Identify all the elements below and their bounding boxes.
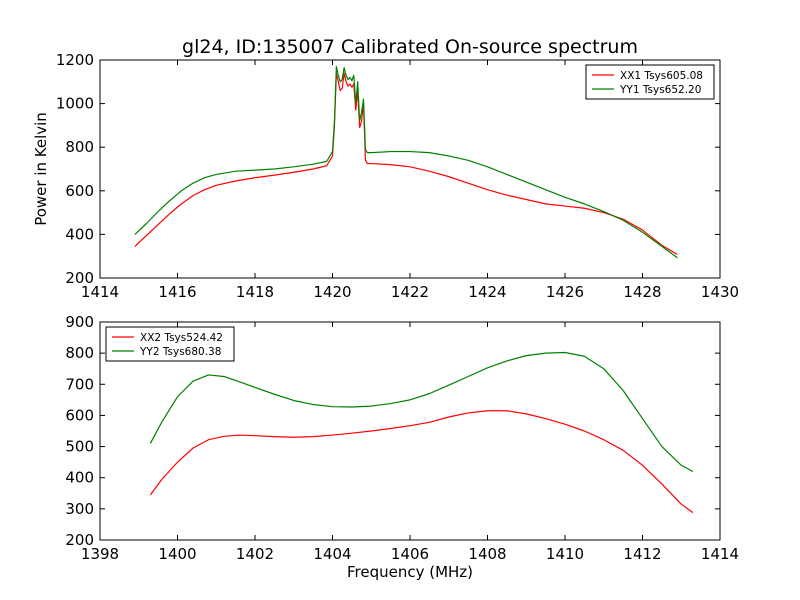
y-tick-label: 900 (65, 313, 94, 331)
y-tick-label: 500 (65, 438, 94, 456)
legend: XX1 Tsys605.08 YY1 Tsys652.20 (585, 64, 715, 100)
legend-box (585, 64, 715, 100)
y-tick-label: 200 (65, 269, 94, 287)
x-axis-label: Frequency (MHz) (347, 563, 473, 581)
x-tick-label: 1400 (158, 545, 196, 563)
y-tick-label: 400 (65, 469, 94, 487)
x-tick-label: 1408 (468, 545, 506, 563)
legend-label: YY1 Tsys652.20 (619, 84, 701, 96)
x-tick-label: 1420 (313, 283, 351, 301)
legend-label: XX2 Tsys524.42 (140, 332, 223, 344)
y-tick-label: 200 (65, 531, 94, 549)
y-tick-label: 800 (65, 138, 94, 156)
y-tick-label: 600 (65, 182, 94, 200)
x-tick-label: 1410 (546, 545, 584, 563)
x-tick-label: 1414 (701, 545, 739, 563)
y-tick-label: 400 (65, 225, 94, 243)
series-line-xx-2 (149, 410, 694, 514)
y-tick-label: 700 (65, 375, 94, 393)
x-tick-label: 1424 (468, 283, 506, 301)
top-plot: 1414 1416 1418 1420 1422 1424 1426 1428 1430 200 4… (56, 51, 739, 301)
x-tick-label: 1414 (81, 283, 119, 301)
legend: XX2 Tsys524.42 YY2 Tsys680.38 (105, 326, 235, 362)
x-tick-label: 1428 (623, 283, 661, 301)
x-tick-label: 1406 (391, 545, 429, 563)
x-tick-label: 1402 (236, 545, 274, 563)
y-tick-label: 300 (65, 500, 94, 518)
y-tick-label: 1000 (56, 95, 94, 113)
y-axis-label: Power in Kelvin (32, 112, 50, 226)
legend-label: XX1 Tsys605.08 (620, 70, 703, 82)
x-tick-label: 1404 (313, 545, 351, 563)
x-tick-label: 1416 (158, 283, 196, 301)
series-line-yy-1 (134, 65, 678, 259)
x-tick-label: 1426 (546, 283, 584, 301)
series-line-yy-2 (149, 351, 694, 473)
x-tick-label: 1412 (623, 545, 661, 563)
bottom-plot: 1398 1400 1402 1404 1406 1408 1410 1412 1414 200 3… (65, 313, 739, 563)
legend-label: YY2 Tsys680.38 (139, 346, 221, 358)
y-tick-label: 1200 (56, 51, 94, 69)
y-tick-label: 800 (65, 344, 94, 362)
legend-box (105, 326, 235, 362)
y-tick-label: 600 (65, 406, 94, 424)
x-tick-label: 1398 (81, 545, 119, 563)
x-tick-label: 1422 (391, 283, 429, 301)
chart-title: gl24, ID:135007 Calibrated On-source spe… (182, 36, 638, 58)
x-tick-label: 1430 (701, 283, 739, 301)
x-tick-label: 1418 (236, 283, 274, 301)
